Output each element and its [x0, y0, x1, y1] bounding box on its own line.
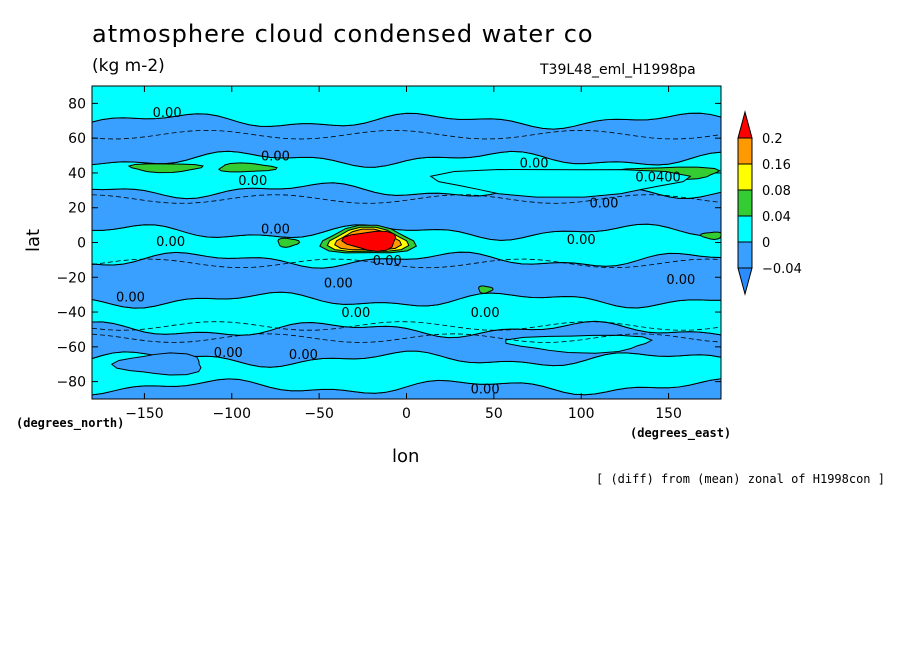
contour-label: 0.00 [153, 106, 182, 121]
units-label: (kg m-2) [92, 56, 165, 76]
x-tick-label: 50 [485, 406, 503, 422]
negative-contour [92, 194, 721, 204]
contour-patch [277, 237, 301, 248]
contour-label: 0.0400 [635, 170, 681, 185]
negative-contour [92, 258, 721, 269]
plot-area: 0.00 0.00 0.00 0.00 0.0400 0.00 0.00 0.00 0.00 0.… [92, 86, 721, 399]
colorbar-label: 0.16 [762, 158, 791, 173]
y-axis-unit: (degrees_north) [16, 416, 125, 430]
negative-contour [92, 129, 721, 140]
contour-label: 0.00 [324, 276, 353, 291]
chart-title: atmosphere cloud condensed water co [92, 20, 594, 48]
colorbar-top-arrow [737, 110, 753, 139]
contour-label: 0.00 [214, 346, 243, 361]
contour-label: 0.00 [520, 157, 549, 172]
x-tick-label: −50 [304, 406, 334, 422]
contour-label: 0.00 [567, 233, 596, 248]
contour-patch [110, 352, 202, 376]
contour-patch [477, 285, 494, 294]
x-axis-label: lon [392, 446, 420, 467]
colorbar-box [737, 137, 753, 165]
x-tick-label: 100 [568, 406, 595, 422]
x-tick-label: 0 [402, 406, 411, 422]
x-axis-unit: (degrees_east) [630, 426, 732, 440]
contour-patch [127, 163, 204, 174]
contour-label: 0.00 [341, 306, 370, 321]
contour-label: 0.00 [238, 174, 267, 189]
y-tick-label: 80 [68, 96, 86, 112]
contour-label: 0.00 [289, 348, 318, 363]
y-tick-label: 0 [77, 236, 86, 252]
contour-label: 0.00 [471, 383, 500, 398]
colorbar-label: 0.2 [762, 132, 783, 147]
contour-label: 0.00 [471, 306, 500, 321]
colorbar-box [737, 241, 753, 269]
experiment-label: T39L48_eml_H1998pa [540, 62, 696, 78]
y-tick-label: −20 [56, 270, 86, 286]
y-tick-label: −60 [56, 340, 86, 356]
colorbar-label: −0.04 [762, 262, 802, 277]
colorbar-label: 0.08 [762, 184, 791, 199]
y-tick-label: 20 [68, 201, 86, 217]
diff-note: [ (diff) from (mean) zonal of H1998con ] [596, 472, 885, 486]
colorbar-label: 0 [762, 236, 770, 251]
y-tick-label: −40 [56, 305, 86, 321]
y-tick-label: −80 [56, 375, 86, 391]
contour-label: 0.00 [666, 273, 695, 288]
contour-patch [341, 230, 397, 252]
colorbar-bottom-arrow [737, 267, 753, 296]
contour-band [92, 112, 721, 168]
y-axis-label: lat [23, 228, 45, 253]
contour-label: 0.00 [116, 290, 145, 305]
x-tick-label: 150 [655, 406, 682, 422]
contour-label: 0.00 [261, 223, 290, 238]
contour-patch [429, 169, 692, 198]
contour-patch [699, 231, 721, 240]
contour-label: 0.00 [373, 254, 402, 269]
contour-label: 0.00 [261, 150, 290, 165]
y-tick-label: 40 [68, 166, 86, 182]
negative-contour [92, 321, 721, 331]
contour-band [92, 86, 721, 130]
contour-label: 0.00 [156, 235, 185, 250]
x-tick-label: −100 [213, 406, 251, 422]
y-tick-label: 60 [68, 131, 86, 147]
colorbar-box [737, 215, 753, 243]
contour-patch [218, 162, 278, 173]
colorbar-label: 0.04 [762, 210, 791, 225]
negative-contour [92, 333, 721, 343]
colorbar-box [737, 189, 753, 217]
colorbar-box [737, 163, 753, 191]
x-tick-label: −150 [125, 406, 163, 422]
contour-label: 0.00 [589, 197, 618, 212]
